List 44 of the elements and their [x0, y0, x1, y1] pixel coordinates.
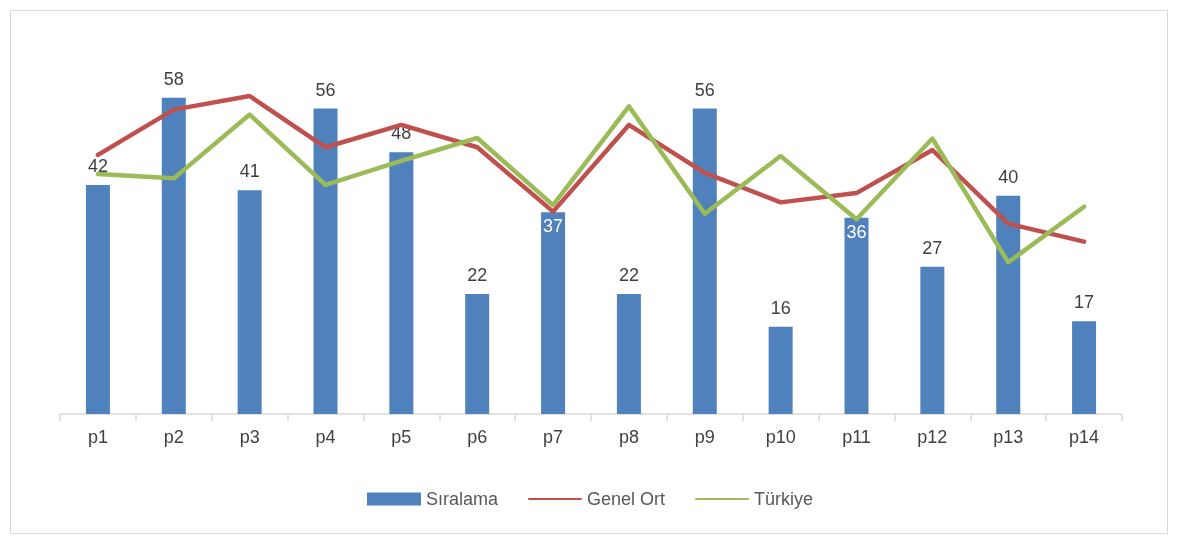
- bar: [844, 217, 869, 414]
- x-tick-label: p8: [618, 427, 639, 447]
- bar: [920, 266, 945, 414]
- x-tick-label: p6: [467, 427, 488, 447]
- x-tick-label: p14: [1069, 427, 1100, 447]
- data-label: 56: [315, 79, 336, 100]
- data-label: 56: [694, 79, 715, 100]
- bar: [465, 294, 490, 414]
- x-tick-label: p11: [842, 427, 871, 447]
- data-label: 58: [163, 68, 184, 89]
- x-tick-label: p5: [391, 427, 412, 447]
- data-label: 40: [998, 166, 1019, 187]
- data-label: 16: [770, 297, 791, 318]
- data-label: 42: [87, 155, 108, 176]
- bar: [996, 195, 1021, 414]
- x-tick-label: p7: [543, 427, 564, 447]
- data-label: 37: [543, 216, 564, 237]
- legend-label: Genel Ort: [586, 489, 666, 509]
- bar: [616, 294, 641, 414]
- x-tick-label: p2: [163, 427, 184, 447]
- data-label: 17: [1074, 292, 1095, 313]
- legend-label: Türkiye: [754, 489, 814, 509]
- data-label: 22: [467, 265, 488, 285]
- data-label: 36: [846, 221, 867, 242]
- bar: [237, 190, 262, 414]
- bar: [541, 212, 566, 414]
- legend-label: Sıralama: [425, 489, 499, 509]
- x-tick-label: p1: [87, 427, 108, 447]
- x-tick-label: p9: [694, 427, 715, 447]
- x-tick-label: p4: [315, 427, 336, 447]
- bar: [161, 97, 186, 414]
- data-label: 41: [239, 161, 260, 182]
- bar: [389, 152, 414, 414]
- x-tick-label: p3: [239, 427, 260, 447]
- data-label: 22: [618, 265, 639, 285]
- bar: [85, 184, 110, 414]
- bar: [1072, 321, 1097, 414]
- data-label: 27: [922, 237, 943, 258]
- bar: [313, 108, 338, 414]
- bar: [768, 326, 793, 414]
- x-tick-label: p12: [917, 427, 948, 447]
- x-tick-label: p13: [993, 427, 1024, 447]
- x-tick-label: p10: [765, 427, 796, 447]
- bar: [692, 108, 717, 414]
